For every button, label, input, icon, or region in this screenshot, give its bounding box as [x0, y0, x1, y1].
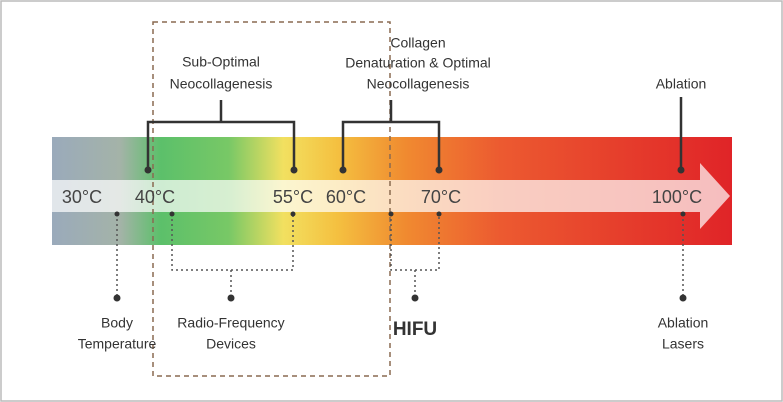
effect-label: Neocollagenesis: [170, 76, 273, 92]
dot: [113, 294, 121, 302]
effect-label: Ablation: [656, 76, 707, 92]
dot: [114, 211, 120, 217]
effect-label: Neocollagenesis: [367, 76, 470, 92]
dot: [290, 166, 298, 174]
temperature: 100°C: [652, 187, 702, 207]
temperature: 55°C: [273, 187, 313, 207]
dot: [169, 211, 175, 217]
arrow: [52, 163, 730, 229]
effect-label: Sub-Optimal: [182, 54, 260, 70]
device-label: Radio-Frequency: [177, 315, 284, 331]
dot: [679, 294, 687, 302]
dot: [339, 166, 347, 174]
dot: [677, 166, 685, 174]
temperature: 70°C: [421, 187, 461, 207]
device-label: Temperature: [78, 336, 157, 352]
device-label: HIFU: [393, 319, 437, 340]
bracket: [341, 100, 441, 170]
dot: [144, 166, 152, 174]
effect-labels: Sub-Optimal Neocollagenesis Collagen Den…: [170, 35, 707, 92]
dot: [388, 211, 394, 217]
device-labels: Body Temperature Radio-Frequency Devices…: [78, 315, 709, 352]
dot: [227, 294, 235, 302]
effect-label: Collagen: [390, 35, 445, 51]
highlight-box: [152, 21, 391, 377]
temperature: 60°C: [326, 187, 366, 207]
device-label: Ablation: [658, 315, 709, 331]
device-label: Devices: [206, 336, 256, 352]
lower-connectors: [113, 211, 687, 302]
dot: [680, 211, 686, 217]
temperature: 30°C: [62, 187, 102, 207]
connector: [116, 214, 684, 297]
dot: [436, 211, 442, 217]
effect-label: Denaturation & Optimal: [345, 55, 491, 71]
dot: [290, 211, 296, 217]
temperature: 40°C: [135, 187, 175, 207]
dot: [411, 294, 419, 302]
device-label: Body: [101, 315, 133, 331]
device-label: Lasers: [662, 336, 704, 352]
bracket: [146, 100, 296, 170]
dot: [435, 166, 443, 174]
upper-brackets: [144, 97, 685, 174]
temperature-labels: 30°C 40°C 55°C 60°C 70°C 100°C: [62, 187, 702, 207]
